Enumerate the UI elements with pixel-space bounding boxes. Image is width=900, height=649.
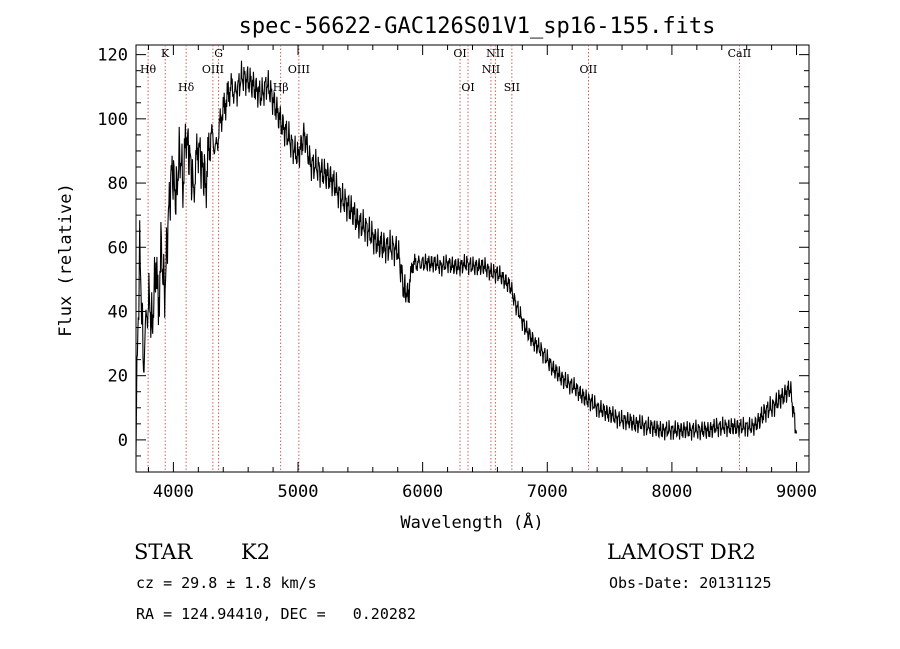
- x-tick-label: 6000: [402, 482, 443, 502]
- redshift-cz: cz = 29.8 ± 1.8 km/s: [136, 574, 317, 592]
- y-tick-label: 60: [108, 238, 128, 258]
- spectral-line-label: OI: [453, 47, 466, 60]
- spectral-line-label: OII: [580, 63, 598, 76]
- observation-date: Obs-Date: 20131125: [609, 574, 772, 592]
- spectral-line-label: NII: [482, 63, 500, 76]
- x-tick-label: 4000: [153, 482, 194, 502]
- spectral-line-label: OIII: [288, 63, 310, 76]
- spectral-line-label: CaII: [728, 47, 752, 60]
- x-tick-label: 7000: [527, 482, 568, 502]
- spectral-line-label: OIII: [202, 63, 224, 76]
- y-tick-label: 100: [97, 110, 128, 130]
- spectral-line-label: Hθ: [140, 63, 157, 76]
- axis-ticks: 4000 5000 6000 7000 8000 9000 0 20 40 60 80 100 120: [97, 45, 817, 502]
- spectral-line-label: G: [214, 47, 223, 60]
- ra-dec: RA = 124.94410, DEC = 0.20282: [136, 605, 416, 623]
- spectral-line-label: NII: [486, 47, 504, 60]
- chart-title: spec-56622-GAC126S01V1_sp16-155.fits: [239, 14, 716, 39]
- spectral-line-label: Hβ: [273, 81, 289, 94]
- spectrum-series: [135, 60, 798, 455]
- x-axis-label: Wavelength (Å): [400, 511, 543, 533]
- spectral-line-label: SII: [504, 81, 520, 94]
- y-tick-label: 80: [108, 174, 128, 194]
- y-tick-label: 120: [97, 46, 128, 66]
- object-subclass: K2: [241, 540, 271, 564]
- spectral-line-label: K: [161, 47, 170, 60]
- survey-name: LAMOST DR2: [607, 540, 756, 564]
- y-tick-label: 0: [118, 431, 128, 451]
- x-tick-label: 8000: [651, 482, 692, 502]
- y-axis-label: Flux (relative): [56, 183, 76, 337]
- y-tick-label: 40: [108, 302, 128, 322]
- x-tick-label: 9000: [776, 482, 817, 502]
- object-class: STAR: [134, 540, 193, 564]
- x-tick-label: 5000: [278, 482, 319, 502]
- y-tick-label: 20: [108, 367, 128, 387]
- spectral-line-label: OI: [461, 81, 474, 94]
- spectral-line-label: Hδ: [178, 81, 195, 94]
